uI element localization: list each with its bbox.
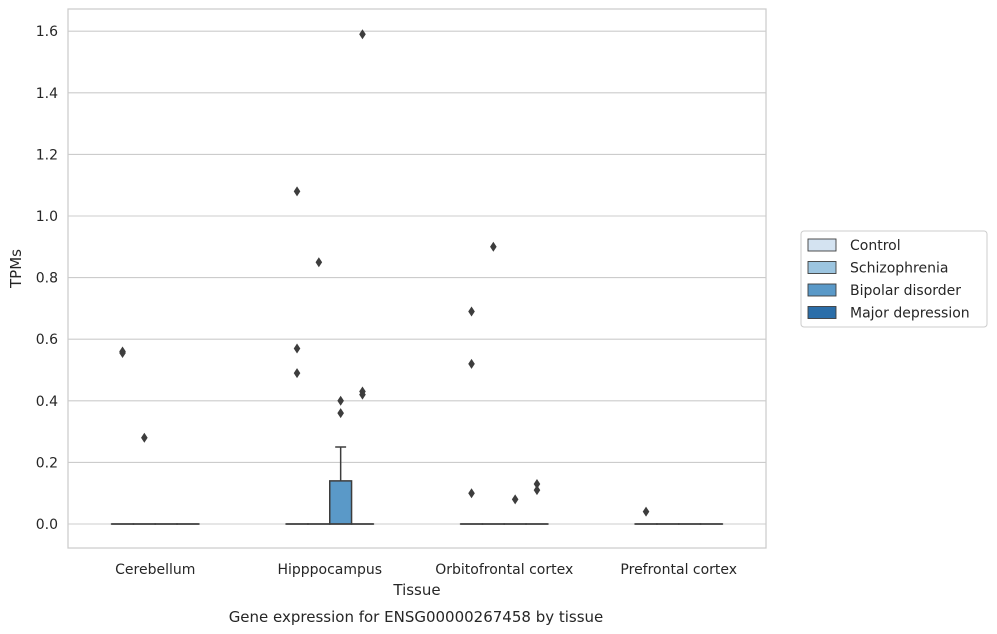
outlier-point <box>533 478 541 489</box>
outlier-point <box>119 348 126 359</box>
legend-label: Bipolar disorder <box>850 283 961 299</box>
outlier-point <box>337 395 344 406</box>
outlier-point <box>468 358 475 369</box>
outlier-point <box>468 306 475 317</box>
outlier-point <box>337 408 344 419</box>
box-body <box>329 480 353 525</box>
box-major-depression <box>350 29 375 525</box>
box-layer <box>110 29 724 525</box>
box-control <box>459 306 484 525</box>
legend-label: Major depression <box>850 306 970 322</box>
box-control <box>634 506 658 525</box>
legend-swatch <box>807 283 837 297</box>
x-axis-label: Tissue <box>392 581 440 599</box>
outlier-point <box>293 368 301 379</box>
box-schizophrenia <box>307 257 331 525</box>
outlier-point <box>359 389 366 400</box>
y-tick-label: 0.4 <box>36 394 58 410</box>
outlier-point <box>468 488 475 499</box>
y-tick-label: 0.6 <box>36 332 58 348</box>
outlier-point <box>511 494 519 505</box>
y-tick-label: 1.4 <box>36 86 58 102</box>
outlier-point <box>642 506 650 517</box>
outlier-point <box>359 29 366 40</box>
legend-swatch <box>807 261 837 274</box>
box-schizophrenia <box>481 241 505 525</box>
x-tick-labels: Cerebellum Hipppocampus Orbitofrontal cort… <box>115 562 737 578</box>
box-control <box>110 346 135 525</box>
chart-caption: Gene expression for ENSG00000267458 by t… <box>229 608 604 626</box>
x-tick-label: Prefrontal cortex <box>620 562 737 578</box>
legend: Control Schizophrenia Bipolar disorder Majo… <box>800 230 988 328</box>
y-tick-labels: 0.0 0.2 0.4 0.6 0.8 1.0 1.2 1.4 1.6 <box>36 24 58 533</box>
outlier-point <box>141 432 148 443</box>
box-bipolar-disorder <box>503 494 527 525</box>
outlier-point <box>533 485 541 496</box>
y-tick-label: 1.2 <box>36 147 58 163</box>
legend-frame <box>800 230 988 328</box>
y-axis-label: TPMs <box>7 249 25 289</box>
y-tick-label: 0.0 <box>36 517 58 533</box>
x-tick-label: Cerebellum <box>115 562 195 578</box>
box-control <box>285 186 309 525</box>
outlier-point <box>315 257 323 268</box>
box-bipolar-disorder <box>329 395 353 525</box>
box-schizophrenia <box>132 432 156 525</box>
x-tick-label: Orbitofrontal cortex <box>435 562 573 578</box>
gridlines <box>68 30 766 525</box>
outlier-point <box>293 186 301 197</box>
box-major-depression <box>525 478 549 525</box>
y-tick-label: 0.2 <box>36 455 58 471</box>
y-tick-label: 1.6 <box>36 24 58 40</box>
y-tick-label: 1.0 <box>36 209 58 225</box>
legend-label: Control <box>850 238 901 254</box>
y-tick-label: 0.8 <box>36 271 58 287</box>
outlier-point <box>293 343 301 354</box>
legend-label: Schizophrenia <box>850 261 948 277</box>
legend-swatch <box>807 306 837 319</box>
legend-swatch <box>807 238 837 252</box>
x-tick-label: Hipppocampus <box>277 562 382 578</box>
plot-area-frame <box>67 8 767 549</box>
outlier-point <box>490 241 497 252</box>
